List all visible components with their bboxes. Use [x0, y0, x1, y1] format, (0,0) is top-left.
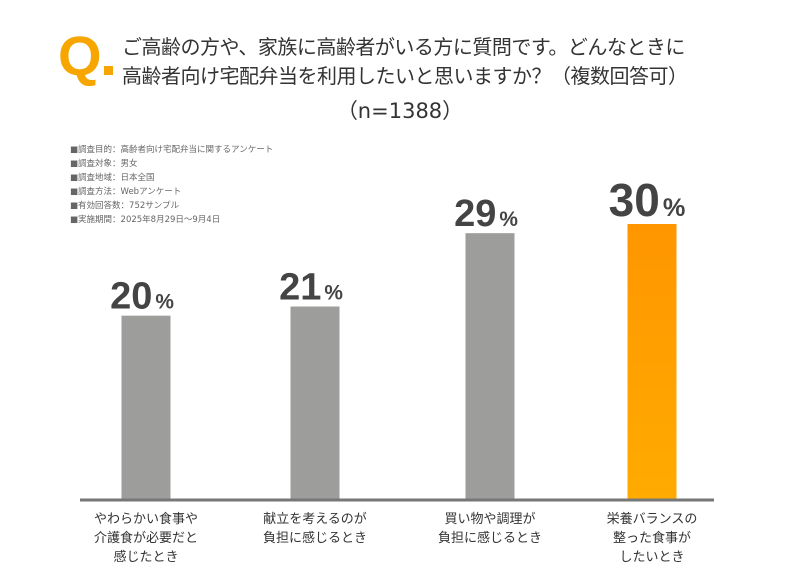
x-tick-label-line: 献立を考えるのが: [263, 512, 367, 527]
x-tick-label-line: 負担に感じるとき: [262, 531, 367, 546]
data-label: 30%: [609, 174, 686, 226]
x-tick-label-line: 負担に感じるとき: [437, 531, 542, 546]
note: ■調査方法：Webアンケート: [70, 187, 182, 197]
x-tick-label-line: やわらかい食事や: [93, 512, 198, 527]
x-tick-label-line: 整った食事が: [612, 531, 691, 546]
q-mark: Q: [58, 24, 102, 87]
bar: [290, 306, 340, 499]
data-label: 20%: [110, 276, 174, 318]
note: ■調査対象：男女: [70, 159, 138, 169]
x-tick-label-line: したいとき: [619, 550, 685, 565]
bar: [465, 233, 515, 499]
data-label-unit: %: [155, 291, 174, 314]
bar: [121, 315, 171, 499]
data-label: 29%: [454, 193, 518, 235]
note: ■調査地域：日本全国: [70, 173, 155, 183]
title-line-1: ご高齢の方や、家族に高齢者がいる方に質問です。どんなときに: [122, 35, 685, 59]
data-label-unit: %: [499, 208, 518, 231]
data-label-unit: %: [324, 282, 343, 305]
x-tick-label: 献立を考えるのが 負担に感じるとき: [240, 510, 390, 548]
x-tick-label: やわらかい食事や 介護食が必要だと 感じたとき: [71, 510, 221, 567]
x-tick-label: 買い物や調理が 負担に感じるとき: [415, 510, 565, 548]
bar: [627, 224, 677, 499]
x-tick-label: 栄養バランスの 整った食事が したいとき: [577, 510, 727, 567]
x-tick-label-line: 介護食が必要だと: [93, 531, 198, 546]
survey-notes: ■調査目的：高齢者向け宅配弁当に関するアンケート ■調査対象：男女 ■調査地域：…: [70, 143, 273, 227]
chart-title: ご高齢の方や、家族に高齢者がいる方に質問です。どんなときに 高齢者向け宅配弁当を…: [122, 33, 688, 91]
data-label-value: 20: [110, 276, 152, 318]
data-label-value: 30: [609, 174, 660, 226]
data-label-unit: %: [663, 194, 686, 222]
data-label-value: 21: [279, 267, 321, 309]
note: ■有効回答数：752サンプル: [70, 201, 180, 211]
sample-size: （n=1388）: [336, 99, 464, 123]
x-tick-label-line: 買い物や調理が: [444, 512, 536, 527]
data-label: 21%: [279, 267, 343, 309]
title-line-2: 高齢者向け宅配弁当を利用したいと思いますか？（複数回答可）: [122, 64, 688, 88]
x-tick-label-line: 栄養バランスの: [606, 512, 698, 527]
x-tick-label-line: 感じたとき: [113, 550, 179, 565]
data-label-value: 29: [454, 193, 496, 235]
q-dot: [104, 66, 113, 75]
note: ■実施期間：2025年8月29日〜9月4日: [70, 215, 221, 225]
note: ■調査目的：高齢者向け宅配弁当に関するアンケート: [70, 145, 274, 155]
